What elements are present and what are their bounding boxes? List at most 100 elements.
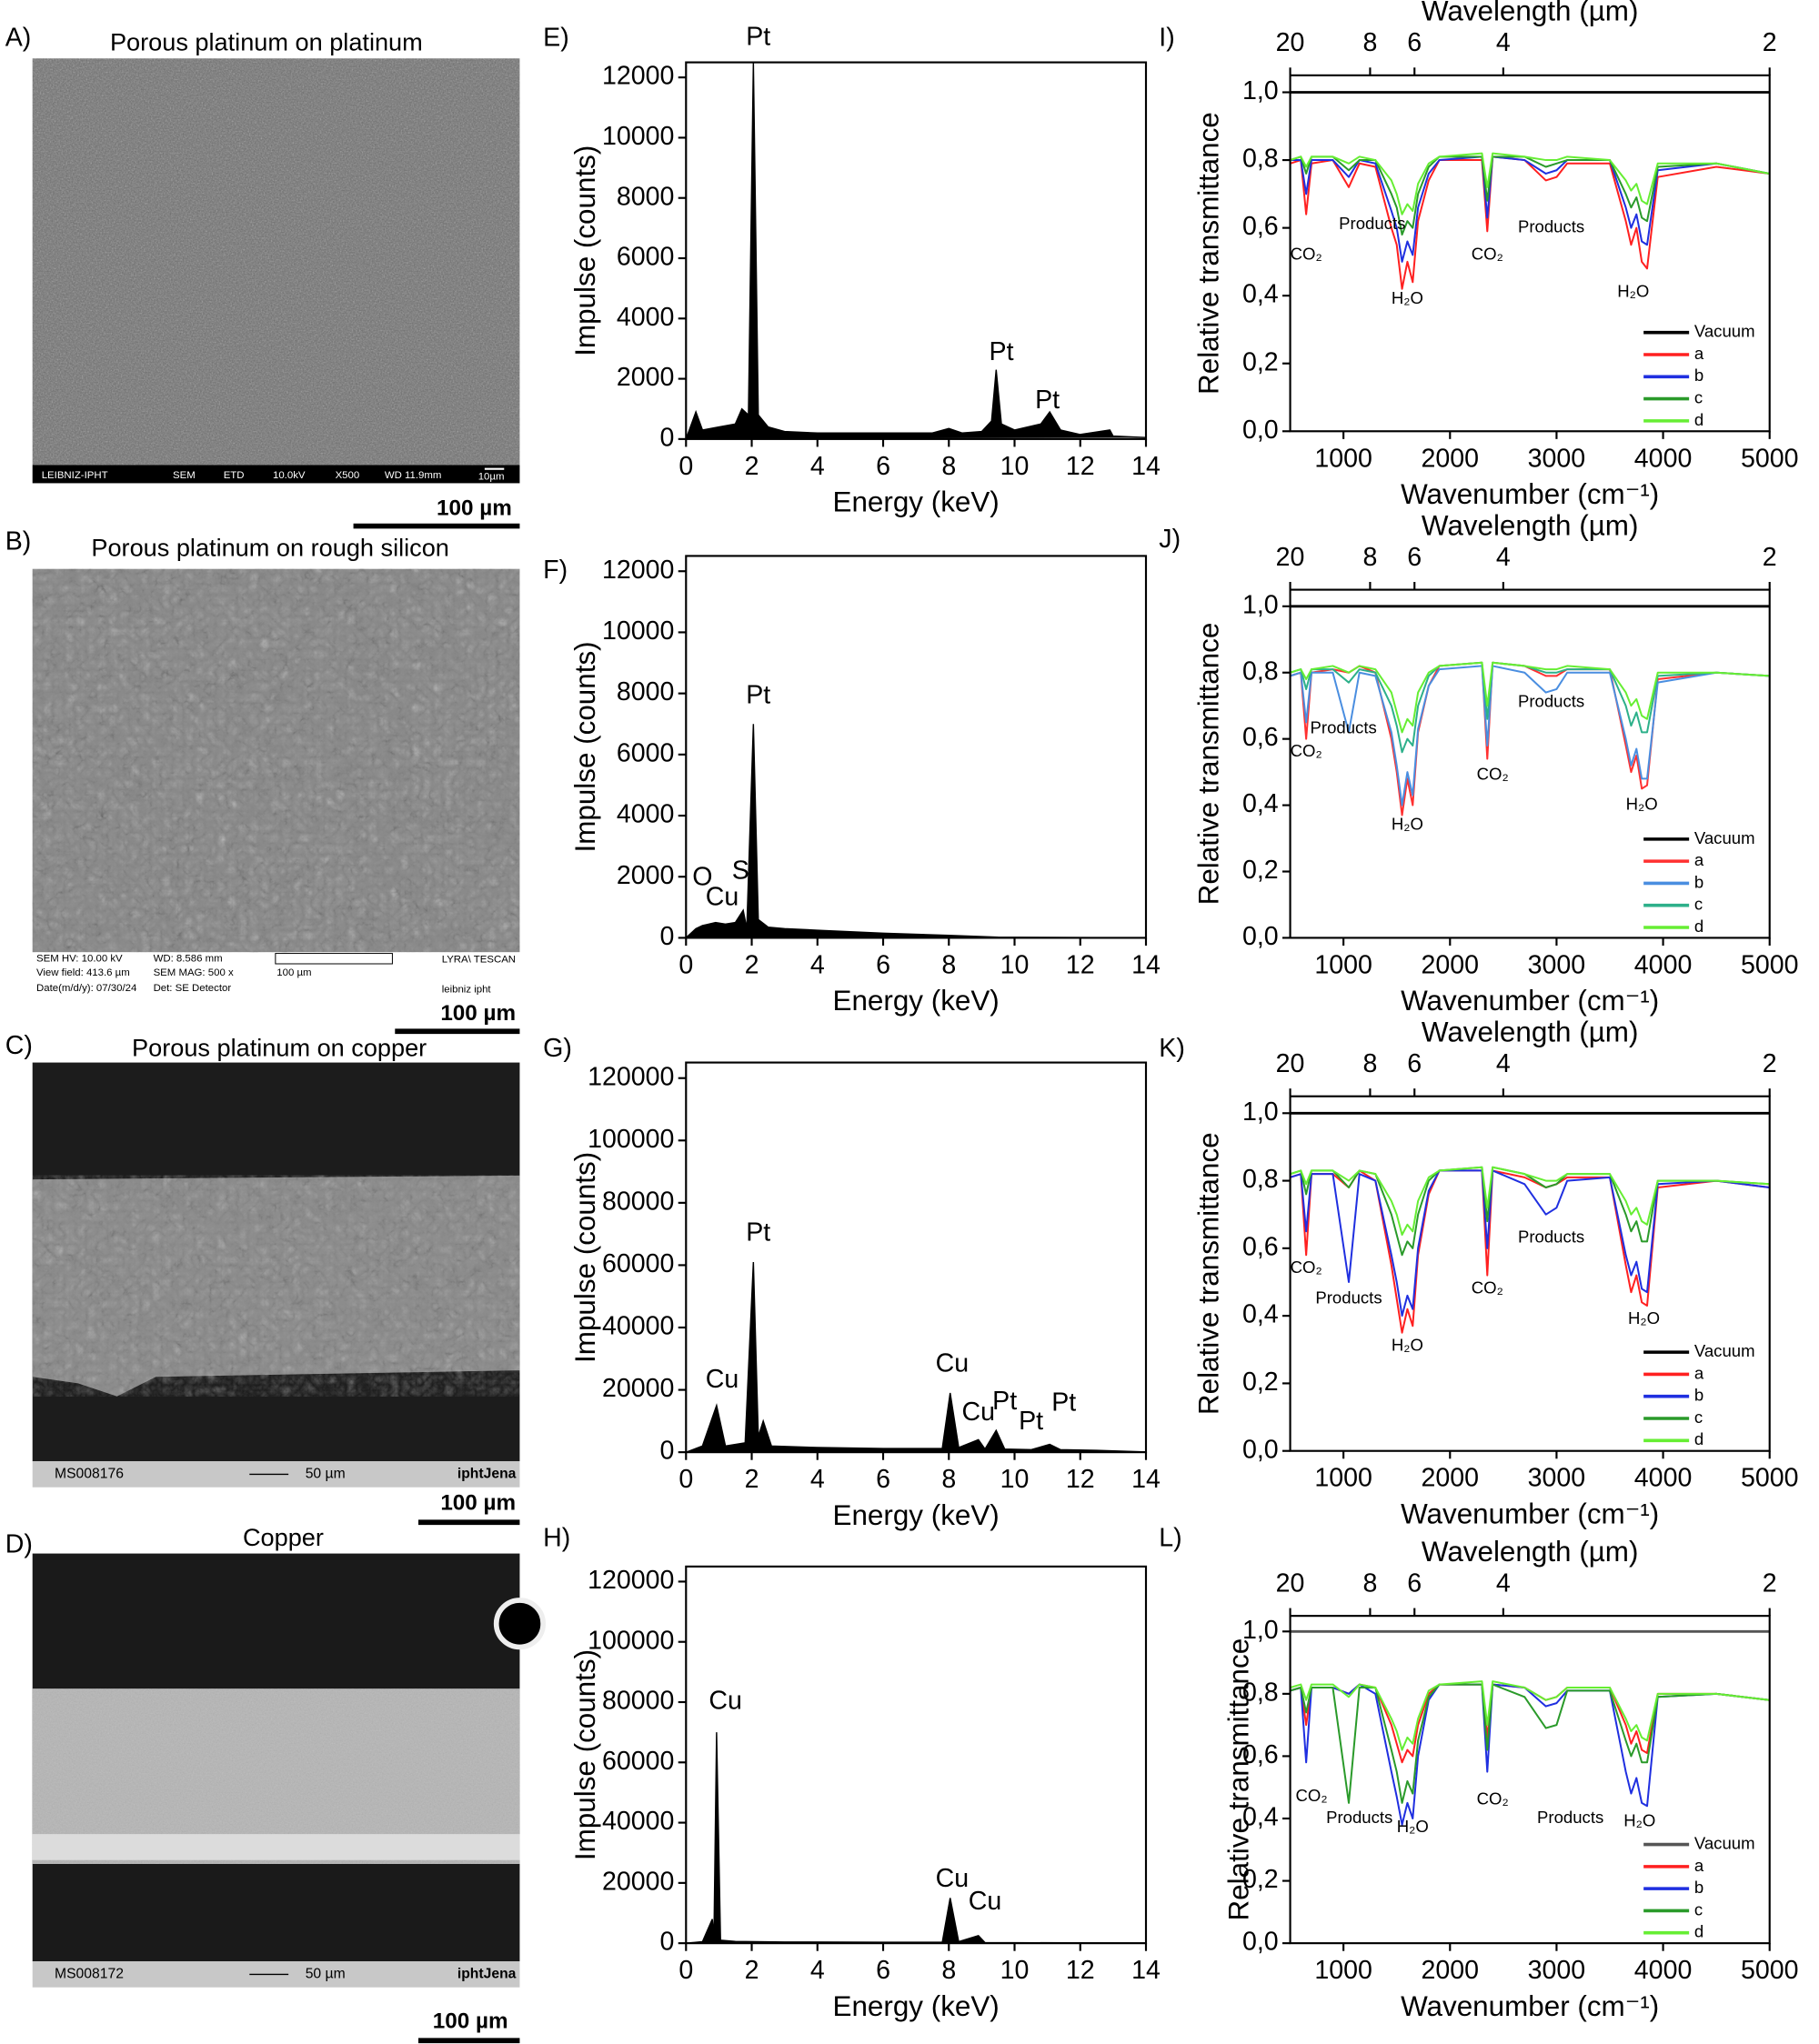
x-tick-label: 2 — [745, 1465, 759, 1494]
spectrum-area — [685, 62, 1147, 440]
annotation: H₂O — [1628, 1308, 1660, 1328]
y-tick-label: 0,4 — [1242, 789, 1279, 818]
annotation: Cu — [706, 1365, 739, 1394]
x-tick-label: 14 — [1131, 1956, 1161, 1985]
x-tick-label: 8 — [941, 452, 956, 481]
y-tick-label: 10000 — [602, 616, 674, 646]
spectrum-line — [1290, 1683, 1770, 1764]
y-tick-label: 0,2 — [1242, 1368, 1279, 1397]
info-text: iphtJena — [457, 1467, 517, 1482]
sem-texture — [32, 1175, 520, 1397]
info-text: leibniz ipht — [442, 985, 492, 996]
y-tick-label: 0,2 — [1242, 347, 1279, 376]
x-tick-label: 6 — [876, 1956, 890, 1985]
info-text: WD: 8.586 mm — [154, 953, 223, 964]
info-text: SEM MAG: 500 x — [154, 967, 234, 978]
legend-label: d — [1694, 410, 1703, 429]
annotation: Products — [1315, 1288, 1382, 1307]
info-text: LEIBNIZ-IPHT — [42, 470, 108, 481]
x-tick-label: 6 — [876, 1465, 890, 1494]
y-tick-label: 0,8 — [1242, 656, 1279, 686]
panel-label: L) — [1159, 1523, 1181, 1552]
annotation: Cu — [706, 882, 739, 911]
chart-panel: G) 0 2 4 6 8 10 12 14 0 20000 40000 60000 80000 100000… — [543, 1034, 1161, 1531]
scale-bar-label: 100 µm — [437, 496, 512, 520]
x2-tick-label: 8 — [1362, 543, 1377, 572]
x2-tick-label: 4 — [1496, 543, 1511, 572]
y-tick-label: 80000 — [602, 1687, 674, 1716]
x2-tick-label: 8 — [1362, 28, 1377, 57]
x-tick-label: 8 — [941, 950, 956, 979]
y-tick-label: 8000 — [617, 677, 675, 706]
x-tick-label: 2 — [745, 1956, 759, 1985]
spectrum-line — [1290, 152, 1770, 215]
legend-label: Vacuum — [1694, 322, 1755, 341]
chart-panel: E) 0 2 4 6 8 10 12 14 0 2000 4000 6000 8000 10000 12000… — [543, 23, 1161, 518]
info-text: iphtJena — [457, 1967, 517, 1982]
info-text: SEM — [173, 470, 196, 481]
x-tick-label: 4 — [810, 950, 825, 979]
plot-frame — [685, 555, 1148, 939]
panel-label: H) — [543, 1523, 570, 1552]
y-tick-label: 0 — [660, 1928, 675, 1957]
y-tick-label: 0 — [660, 1437, 675, 1466]
plot-frame — [1289, 1615, 1771, 1945]
y-tick-label: 0,6 — [1242, 212, 1279, 241]
x-tick-label: 5000 — [1741, 444, 1799, 473]
x-tick-label: 0 — [678, 1956, 693, 1985]
y-tick-label: 12000 — [602, 556, 674, 585]
panel-label: G) — [543, 1034, 572, 1063]
spectrum-line — [1290, 1166, 1770, 1237]
panel-label: B) — [5, 527, 32, 556]
annotation: Pt — [1051, 1388, 1076, 1418]
y-axis-title: Relative transmittance — [1193, 1132, 1225, 1415]
ruler — [275, 953, 393, 965]
y-tick-label: 0,0 — [1242, 1435, 1279, 1464]
x-tick-label: 3000 — [1528, 950, 1586, 979]
annotation: CO₂ — [1477, 1788, 1509, 1808]
info-text: 10.0kV — [273, 470, 306, 481]
y-tick-label: 100000 — [588, 1125, 674, 1154]
spectrum-line — [1290, 661, 1770, 734]
y-tick-label: 0,8 — [1242, 145, 1279, 174]
y-tick-label: 20000 — [602, 1374, 674, 1403]
x-tick-label: 4000 — [1634, 1464, 1693, 1493]
y-tick-label: 0,8 — [1242, 1165, 1279, 1194]
spectrum-line — [1290, 1169, 1770, 1318]
sem-texture — [32, 568, 520, 953]
panel-title: Porous platinum on rough silicon — [91, 533, 449, 561]
y-tick-label: 6000 — [617, 243, 675, 272]
annotation: Pt — [992, 1387, 1017, 1416]
panel-label: D) — [5, 1530, 33, 1559]
x-tick-label: 2 — [745, 950, 759, 979]
scale-bar-label: 100 µm — [433, 2009, 508, 2034]
y-tick-label: 0,4 — [1242, 1803, 1279, 1832]
x-tick-label: 12 — [1066, 452, 1095, 481]
x-axis-title: Energy (keV) — [833, 1499, 1000, 1531]
x2-tick-label: 20 — [1276, 543, 1305, 572]
annotation: Cu — [936, 1349, 970, 1378]
x-tick-label: 1000 — [1314, 1956, 1372, 1985]
chart-panel: J) 1000 2000 3000 4000 5000 0,0 0,2 0,4 0,6 0,8 1,0… — [1159, 509, 1798, 1017]
annotation: Cu — [709, 1687, 742, 1716]
x-tick-label: 8 — [941, 1956, 956, 1985]
sem-panel-c: C) Porous platinum on copper MS008176 50… — [5, 1031, 520, 1526]
annotation: H₂O — [1623, 1810, 1655, 1829]
x-tick-label: 5000 — [1741, 1464, 1799, 1493]
legend-label: d — [1694, 1429, 1703, 1448]
panel-title: Porous platinum on platinum — [110, 28, 423, 56]
x2-axis-title: Wavelength (µm) — [1422, 1016, 1639, 1047]
annotation: H₂O — [1397, 1817, 1429, 1836]
x-tick-label: 2000 — [1422, 1956, 1480, 1985]
spectrum-line — [1290, 155, 1770, 263]
y-tick-label: 120000 — [588, 1062, 674, 1091]
x-tick-label: 10 — [1000, 1956, 1030, 1985]
x-axis-title: Wavenumber (cm⁻¹) — [1401, 1990, 1659, 2022]
x-tick-label: 14 — [1131, 452, 1161, 481]
x-tick-label: 4 — [810, 452, 825, 481]
plot-frame — [685, 61, 1148, 440]
annotation: Pt — [1019, 1407, 1043, 1436]
legend-label: b — [1694, 1878, 1703, 1897]
annotation: CO₂ — [1291, 244, 1322, 263]
